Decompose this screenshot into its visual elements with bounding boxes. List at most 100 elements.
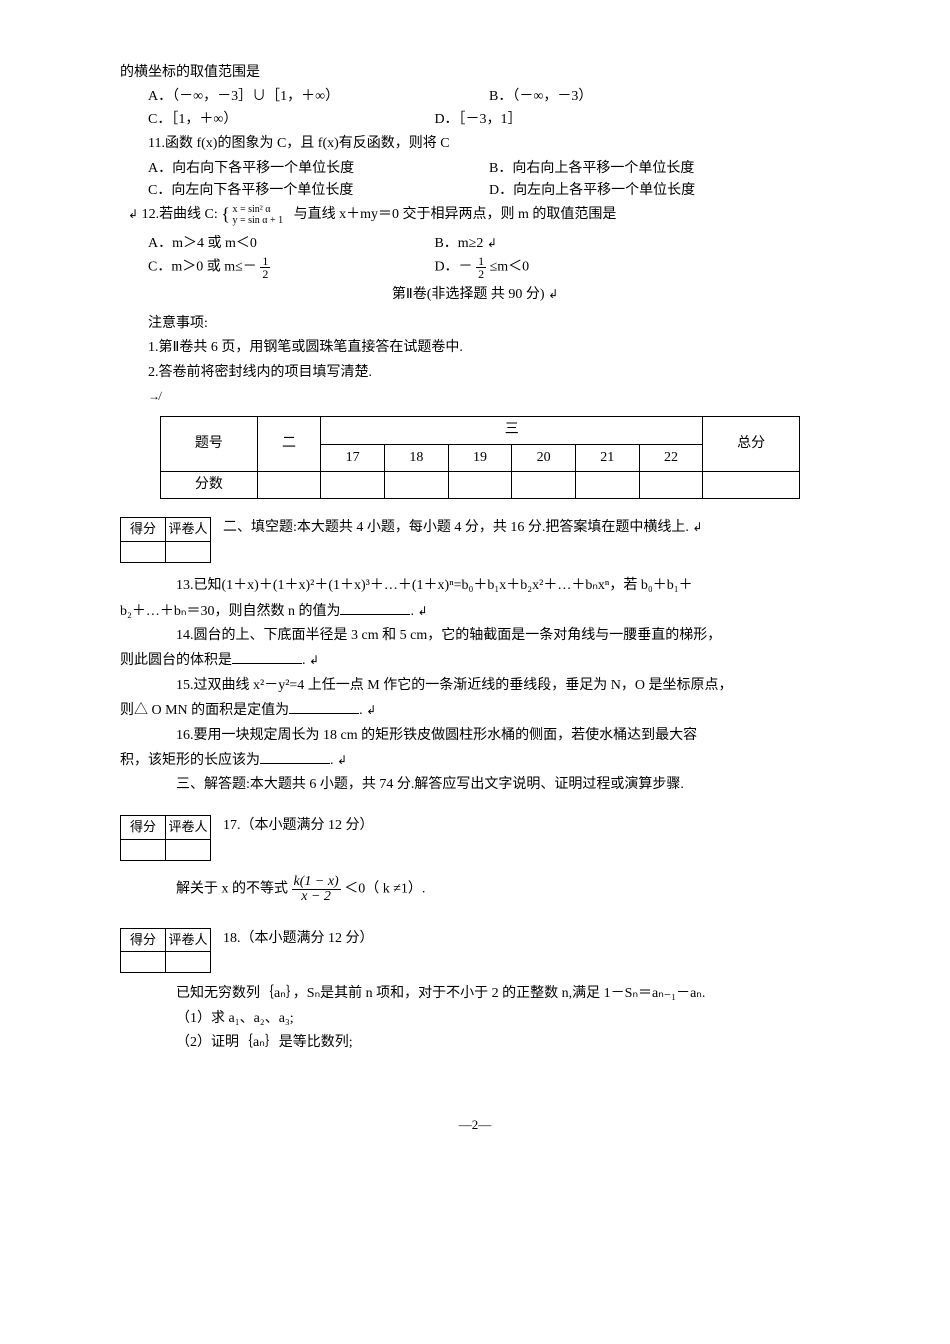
q17-title: 17.（本小题满分 12 分） [223,815,374,837]
blank-line [260,749,330,764]
row-score-label: 分数 [161,472,258,499]
part2-title-text: 二、填空题:本大题共 4 小题，每小题 4 分，共 16 分.把答案填在题中横线… [223,520,689,535]
blank-line [289,699,359,714]
q12-row2: C．m＞0 或 m≤－ 1 2 D．－ 1 2 ≤m＜0 [120,255,830,280]
cell-blank [512,472,576,499]
q11-opt-d: D．向左向上各平移一个单位长度 [489,180,830,202]
frac-den: 2 [260,268,270,280]
cell-blank [257,472,321,499]
q12-opt-d: D．－ 1 2 ≤m＜0 [434,255,775,280]
box-blank [121,839,166,860]
col-qnum: 题号 [161,417,258,472]
box-score: 得分 [121,815,166,839]
q12-opt-c: C．m＞0 或 m≤－ 1 2 [148,255,434,280]
q11-row2: C．向左向下各平移一个单位长度 D．向左向上各平移一个单位长度 [120,180,830,202]
cell-blank [575,472,639,499]
q17-post: ＜0（ k ≠1）. [344,881,425,896]
q12-opt-a: A．m＞4 或 m＜0 [148,233,434,255]
cell-blank [639,472,703,499]
fraction: 1 2 [260,255,270,280]
arrow-icon: ↲ [366,703,376,717]
q12-brace-l2: y = sin α + 1 [232,215,283,226]
part3-title: 三、解答题:本大题共 6 小题，共 74 分.解答应写出文字说明、证明过程或演算… [120,774,830,796]
score-table: 题号 二 三 总分 17 18 19 20 21 22 分数 [160,416,800,499]
q16-line2: 积，该矩形的长应该为. ↲ [120,749,830,772]
box-marker: 评卷人 [166,928,211,952]
q18-line3: （2）证明｛aₙ｝是等比数列; [120,1032,830,1054]
q17-body: 解关于 x 的不等式 k(1 − x) x − 2 ＜0（ k ≠1）. [120,875,830,904]
box-marker: 评卷人 [166,815,211,839]
q12-opt-d-pre: D．－ [434,260,472,275]
part2-header-row: 得分 评卷人 二、填空题:本大题共 4 小题，每小题 4 分，共 16 分.把答… [120,517,830,563]
q11-opt-a: A．向右向下各平移一个单位长度 [148,158,489,180]
q10-row2: C．［1，＋∞） D．［－3，1］ [120,109,830,131]
q18-line2: （1）求 a₁、a₂、a₃; [120,1008,830,1030]
frac-den: x − 2 [292,890,341,904]
q12-prefix: 12.若曲线 C: [142,208,218,223]
q15-line1: 15.过双曲线 x²－y²=4 上任一点 M 作它的一条渐近线的垂线段，垂足为 … [120,675,830,697]
arrow-icon: ↲ [128,208,138,222]
cell-blank [384,472,448,499]
col-20: 20 [512,444,576,471]
col-total: 总分 [703,417,800,472]
q18-title: 18.（本小题满分 12 分） [223,928,374,950]
q14-text: 则此圆台的体积是 [120,653,232,668]
arrow-line: ↛ [120,386,830,408]
q18-header-row: 得分 评卷人 18.（本小题满分 12 分） [120,928,830,974]
arrow-icon: ↲ [417,604,427,618]
box-blank [166,839,211,860]
q12-opt-c-pre: C．m＞0 或 m≤－ [148,260,257,275]
q10-opt-d: D．［－3，1］ [434,109,775,131]
box-blank [121,952,166,973]
box-score: 得分 [121,518,166,542]
box-marker: 评卷人 [166,518,211,542]
arrow-icon: ↲ [548,287,558,301]
q10-opt-a: A．（－∞，－3］∪［1，＋∞） [148,86,489,108]
fragment-prev: 的横坐标的取值范围是 [120,62,830,84]
q14-end: . [302,653,306,668]
q13-line2: b₂＋…＋bₙ＝30，则自然数 n 的值为. ↲ [120,600,830,623]
arrow-icon: ↲ [692,520,702,534]
col-two: 二 [257,417,321,472]
score-row-values: 分数 [161,472,800,499]
q16-end: . [330,753,334,768]
q17-pre: 解关于 x 的不等式 [176,881,288,896]
col-18: 18 [384,444,448,471]
section2-title-text: 第Ⅱ卷(非选择题 共 90 分) [392,287,545,302]
q18-line1: 已知无穷数列｛aₙ｝，Sₙ是其前 n 项和，对于不小于 2 的正整数 n,满足 … [120,983,830,1005]
col-17: 17 [321,444,385,471]
q15-line2: 则△ O MN 的面积是定值为. ↲ [120,699,830,722]
q13-line1: 13.已知(1＋x)＋(1＋x)²＋(1＋x)³＋…＋(1＋x)ⁿ=b₀＋b₁x… [120,575,830,597]
q14-line1: 14.圆台的上、下底面半径是 3 cm 和 5 cm，它的轴截面是一条对角线与一… [120,625,830,647]
q10-opt-c: C．［1，＋∞） [148,109,434,131]
frac-den: 2 [476,268,486,280]
box-score: 得分 [121,928,166,952]
box-blank [121,542,166,563]
frac-num: k(1 − x) [292,875,341,890]
col-three: 三 [321,417,703,444]
q12-opt-b: B．m≥2 ↲ [434,233,775,255]
arrow-icon: ↛ [148,389,160,403]
q17-fraction: k(1 − x) x − 2 [292,875,341,904]
q12-opt-b-text: B．m≥2 [434,236,483,251]
q11-row1: A．向右向下各平移一个单位长度 B．向右向上各平移一个单位长度 [120,158,830,180]
cell-blank [703,472,800,499]
part2-title: 二、填空题:本大题共 4 小题，每小题 4 分，共 16 分.把答案填在题中横线… [223,517,702,539]
note-2: 2.答卷前将密封线内的项目填写清楚. [120,362,830,384]
page-number: ―2― [120,1115,830,1136]
notes-header: 注意事项: [120,313,830,335]
note-1: 1.第Ⅱ卷共 6 页，用钢笔或圆珠笔直接答在试题卷中. [120,337,830,359]
q15-end: . [359,703,363,718]
box-blank [166,952,211,973]
section2-title: 第Ⅱ卷(非选择题 共 90 分) ↲ [120,284,830,306]
blank-line [340,600,410,615]
q10-row1: A．（－∞，－3］∪［1，＋∞） B．（－∞，－3） [120,86,830,108]
q12-stem: ↲ 12.若曲线 C: { x = sin² α y = sin α + 1 与… [120,204,830,227]
q12-opt-d-suf: ≤m＜0 [490,260,530,275]
q13-end: . [410,604,414,619]
arrow-icon: ↲ [487,236,497,250]
q12-brace: { x = sin² α y = sin α + 1 [221,204,283,226]
arrow-icon: ↲ [309,653,319,667]
q14-line2: 则此圆台的体积是. ↲ [120,649,830,672]
cell-blank [448,472,512,499]
